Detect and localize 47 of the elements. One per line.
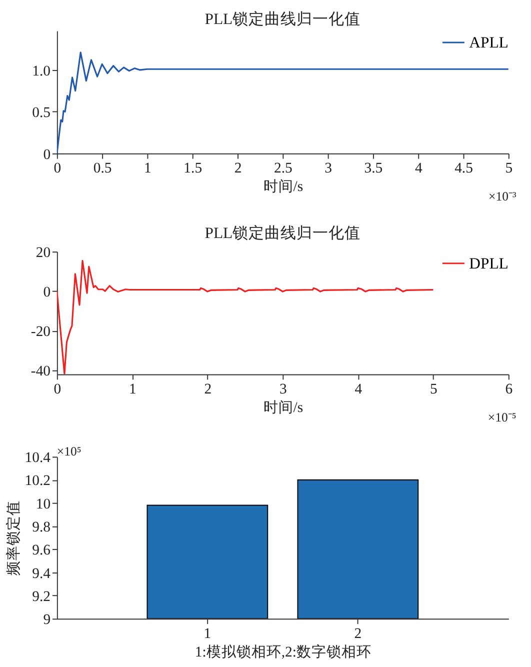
text: ×10⁻³ <box>488 190 516 204</box>
x-tick-label: 2 <box>204 381 212 398</box>
x-tick-label: 4 <box>414 160 423 177</box>
chart-title: PLL锁定曲线归一化值 <box>204 224 361 242</box>
chart-title: PLL锁定曲线归一化值 <box>204 10 361 28</box>
x-tick-label: 2.5 <box>274 160 292 177</box>
x-tick-label: 3 <box>324 160 332 177</box>
x-tick-label: 0 <box>54 381 62 398</box>
y-tick-label: -20 <box>30 324 51 340</box>
y-tick-label: 0 <box>43 146 51 163</box>
y-axis-title: 频率锁定值 <box>4 500 22 576</box>
x-axis-title: 1:模拟锁相环,2:数字锁相环 <box>194 643 372 660</box>
x-tick-label: 2 <box>234 160 242 177</box>
y-tick-label: 9.6 <box>32 542 51 559</box>
x-tick-label: 1 <box>144 160 152 177</box>
x-tick-label: 4.5 <box>454 160 473 177</box>
y-tick-label: 9.2 <box>32 588 51 605</box>
legend-label: DPLL <box>469 255 508 272</box>
x-tick-label: 5 <box>505 160 513 177</box>
x-tick-label: 6 <box>505 381 513 398</box>
y-tick-label: -40 <box>30 364 51 380</box>
x-tick-label: 1.5 <box>184 160 202 177</box>
x-tick-label: 2 <box>354 626 362 642</box>
y-tick-label: 0.5 <box>32 105 51 122</box>
y-tick-label: 10 <box>36 496 51 512</box>
y-tick-label: 9.8 <box>32 520 51 536</box>
y-tick-label: 10.2 <box>24 473 51 490</box>
legend-label: APLL <box>469 34 508 52</box>
y-tick-label: 10.4 <box>24 450 52 466</box>
x-tick-label: 0 <box>54 160 62 177</box>
y-tick-label: 9.4 <box>32 566 52 582</box>
y-tick-label: 9 <box>43 612 51 628</box>
x-tick-label: 1 <box>204 626 212 642</box>
y-tick-label: 20 <box>36 244 51 261</box>
x-tick-label: 1 <box>128 381 136 398</box>
annotation: ×10⁵ <box>56 444 82 459</box>
x-tick-label: 4 <box>354 381 363 398</box>
x-tick-label: 3 <box>279 381 287 398</box>
x-tick-label: 0.5 <box>93 160 112 177</box>
y-tick-label: 0 <box>43 284 51 301</box>
x-axis-title: 时间/s <box>263 178 304 196</box>
x-tick-label: 5 <box>430 381 438 398</box>
y-tick-label: 1.0 <box>32 63 51 80</box>
x-axis-title: 时间/s <box>263 399 304 416</box>
line-series <box>56 260 434 374</box>
x-tick-label: 3.5 <box>364 160 383 177</box>
text: ×10⁻⁵ <box>488 410 516 424</box>
